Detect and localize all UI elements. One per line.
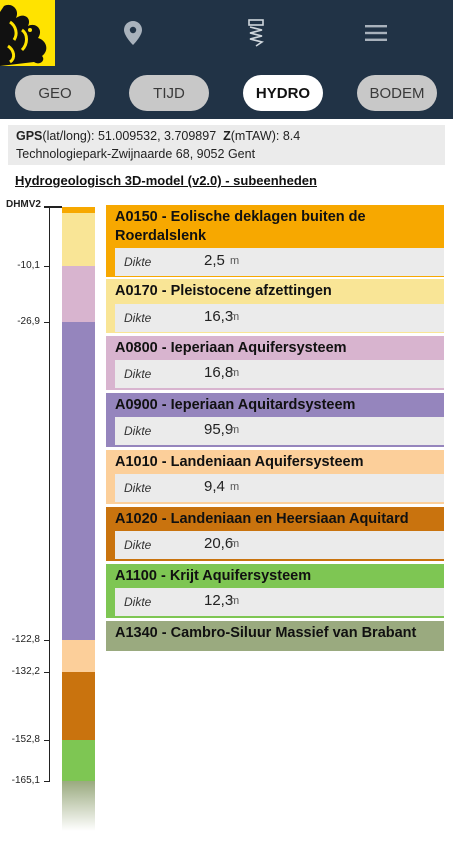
layer-title: A1020 - Landeniaan en Heersiaan Aquitard bbox=[115, 511, 409, 527]
layer-detail: Dikte 9,4 m bbox=[115, 474, 444, 502]
tab-bar: GEO TIJD HYDRO BODEM bbox=[0, 75, 453, 111]
thickness-value: 9,4 bbox=[204, 478, 225, 495]
column-segment-a1340[interactable] bbox=[62, 781, 95, 831]
thickness-label: Dikte bbox=[124, 424, 152, 438]
axis-tick bbox=[44, 266, 50, 267]
thickness-unit: m bbox=[230, 255, 240, 267]
tab-hydro[interactable]: HYDRO bbox=[243, 75, 323, 111]
layer-header: A0170 - Pleistocene afzettingen bbox=[106, 279, 444, 304]
layer-card-a1340[interactable]: A1340 - Cambro-Siluur Massief van Braban… bbox=[106, 621, 444, 651]
axis-tick-label: -132,2 bbox=[11, 666, 40, 677]
layer-card-a1100[interactable]: A1100 - Krijt Aquifersysteem Dikte 12,3 … bbox=[106, 564, 444, 618]
thickness-value: 12,3 bbox=[204, 592, 234, 609]
layer-card-a1010[interactable]: A1010 - Landeniaan Aquifersysteem Dikte … bbox=[106, 450, 444, 504]
layer-title: A0900 - Ieperiaan Aquitardsysteem bbox=[115, 397, 356, 413]
axis-tick-label: -122,8 bbox=[11, 634, 40, 645]
top-bar: GEO TIJD HYDRO BODEM bbox=[0, 0, 453, 119]
gps-value: (lat/long): 51.009532, 3.709897 bbox=[42, 129, 217, 143]
layer-detail: Dikte 12,3 m bbox=[115, 588, 444, 616]
axis-tick-label: -165,1 bbox=[11, 775, 40, 786]
thickness-unit: m bbox=[230, 311, 240, 323]
layer-header: A0800 - Ieperiaan Aquifersysteem bbox=[106, 336, 444, 360]
tab-bodem[interactable]: BODEM bbox=[357, 75, 437, 111]
axis-tick bbox=[44, 740, 50, 741]
column-segment-a1020[interactable] bbox=[62, 672, 95, 740]
column-segment-a0900[interactable] bbox=[62, 322, 95, 640]
column-segment-a0170[interactable] bbox=[62, 213, 95, 266]
layer-card-a0150[interactable]: A0150 - Eolische deklagen buiten de Roer… bbox=[106, 205, 444, 277]
thickness-label: Dikte bbox=[124, 255, 152, 269]
layer-title: A1100 - Krijt Aquifersysteem bbox=[115, 568, 312, 584]
thickness-label: Dikte bbox=[124, 481, 152, 495]
z-value: (mTAW): 8.4 bbox=[230, 129, 301, 143]
axis-top-tick bbox=[44, 206, 62, 208]
thickness-value: 20,6 bbox=[204, 535, 234, 552]
column-segment-a1100[interactable] bbox=[62, 740, 95, 781]
axis-line bbox=[49, 206, 50, 781]
layer-header: A0900 - Ieperiaan Aquitardsysteem bbox=[106, 393, 444, 417]
z-label: Z bbox=[223, 129, 231, 143]
layer-detail: Dikte 16,3 m bbox=[115, 304, 444, 332]
layer-title: A0170 - Pleistocene afzettingen bbox=[115, 283, 332, 299]
model-title[interactable]: Hydrogeologisch 3D-model (v2.0) - subeen… bbox=[15, 173, 317, 188]
thickness-unit: m bbox=[230, 595, 240, 607]
layer-card-a0170[interactable]: A0170 - Pleistocene afzettingen Dikte 16… bbox=[106, 279, 444, 333]
column-segment-a0150[interactable] bbox=[62, 207, 95, 213]
tab-geo[interactable]: GEO bbox=[15, 75, 95, 111]
address: Technologiepark-Zwijnaarde 68, 9052 Gent bbox=[16, 147, 256, 161]
layer-header: A1100 - Krijt Aquifersysteem bbox=[106, 564, 444, 588]
layer-header: A1020 - Landeniaan en Heersiaan Aquitard bbox=[106, 507, 444, 531]
layer-card-a1020[interactable]: A1020 - Landeniaan en Heersiaan Aquitard… bbox=[106, 507, 444, 561]
layer-header: A1010 - Landeniaan Aquifersysteem bbox=[106, 450, 444, 474]
thickness-value: 16,8 bbox=[204, 364, 234, 381]
axis-tick-label: -152,8 bbox=[11, 734, 40, 745]
layer-title: A0800 - Ieperiaan Aquifersysteem bbox=[115, 340, 347, 356]
layer-detail: Dikte 95,9 m bbox=[115, 417, 444, 445]
location-info: GPS(lat/long): 51.009532, 3.709897 Z(mTA… bbox=[8, 125, 445, 165]
column-segment-a1010[interactable] bbox=[62, 640, 95, 672]
tab-tijd[interactable]: TIJD bbox=[129, 75, 209, 111]
axis-tick bbox=[44, 640, 50, 641]
gps-label: GPS bbox=[16, 129, 43, 143]
drill-icon[interactable] bbox=[241, 18, 271, 48]
layer-card-a0900[interactable]: A0900 - Ieperiaan Aquitardsysteem Dikte … bbox=[106, 393, 444, 447]
thickness-label: Dikte bbox=[124, 367, 152, 381]
thickness-unit: m bbox=[230, 424, 240, 436]
thickness-value: 16,3 bbox=[204, 308, 234, 325]
hamburger-menu-icon[interactable] bbox=[361, 18, 391, 48]
flanders-lion-logo[interactable] bbox=[0, 0, 55, 66]
layer-header: A1340 - Cambro-Siluur Massief van Braban… bbox=[106, 621, 444, 647]
layer-header: A0150 - Eolische deklagen buiten de Roer… bbox=[106, 205, 444, 248]
thickness-label: Dikte bbox=[124, 311, 152, 325]
axis-tick-label: -10,1 bbox=[17, 260, 40, 271]
layer-detail: Dikte 20,6 m bbox=[115, 531, 444, 559]
thickness-label: Dikte bbox=[124, 538, 152, 552]
thickness-value: 2,5 bbox=[204, 252, 225, 269]
layer-card-a0800[interactable]: A0800 - Ieperiaan Aquifersysteem Dikte 1… bbox=[106, 336, 444, 390]
axis-tick bbox=[44, 781, 50, 782]
axis-tick-label: -26,9 bbox=[17, 316, 40, 327]
layer-detail: Dikte 16,8 m bbox=[115, 360, 444, 388]
layer-title: A0150 - Eolische deklagen buiten de Roer… bbox=[115, 209, 366, 244]
coordinates-line: GPS(lat/long): 51.009532, 3.709897 Z(mTA… bbox=[16, 129, 300, 143]
thickness-unit: m bbox=[230, 367, 240, 379]
axis-tick bbox=[44, 672, 50, 673]
layer-detail: Dikte 2,5 m bbox=[115, 248, 444, 276]
thickness-label: Dikte bbox=[124, 595, 152, 609]
axis-top-label: DHMV2 bbox=[5, 199, 41, 210]
layer-title: A1010 - Landeniaan Aquifersysteem bbox=[115, 454, 364, 470]
thickness-unit: m bbox=[230, 538, 240, 550]
layer-title: A1340 - Cambro-Siluur Massief van Braban… bbox=[115, 625, 417, 641]
column-segment-a0800[interactable] bbox=[62, 266, 95, 322]
thickness-unit: m bbox=[230, 481, 240, 493]
map-pin-icon[interactable] bbox=[118, 18, 148, 48]
thickness-value: 95,9 bbox=[204, 421, 234, 438]
axis-tick bbox=[44, 322, 50, 323]
